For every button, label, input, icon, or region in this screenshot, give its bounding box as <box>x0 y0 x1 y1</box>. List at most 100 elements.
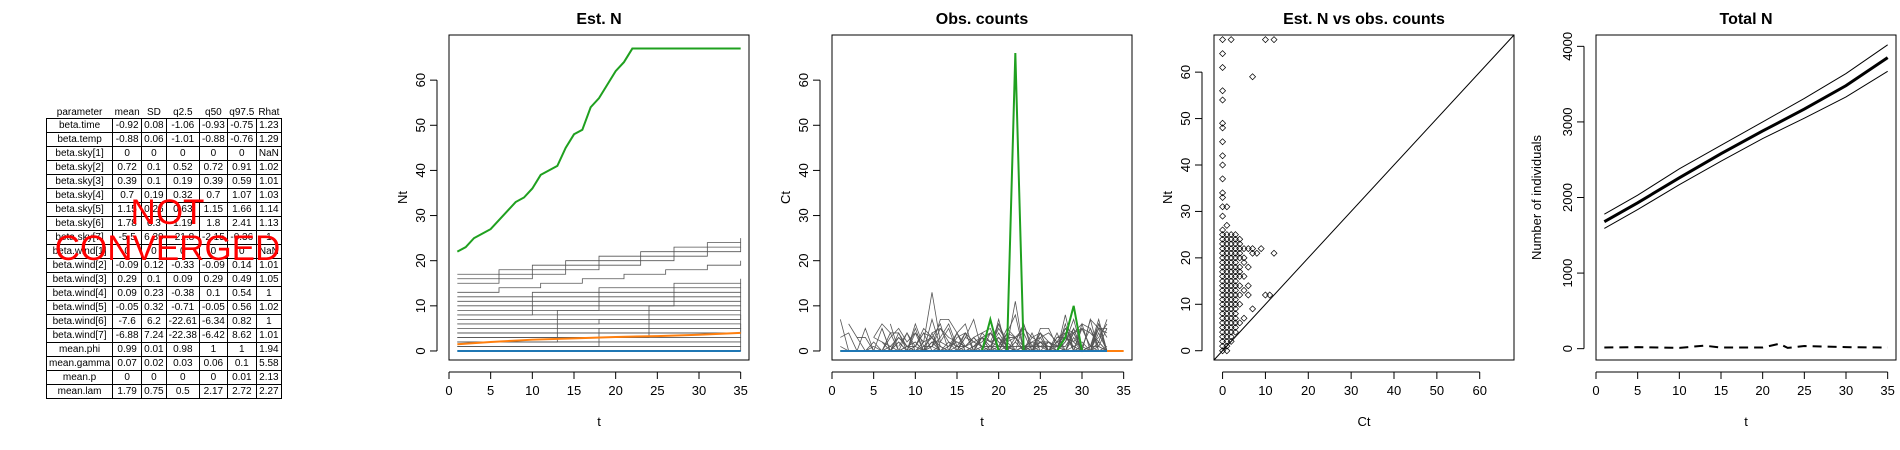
x-tick-label: 0 <box>828 383 835 398</box>
scatter-point <box>1240 286 1248 294</box>
column-header: q50 <box>205 106 222 118</box>
chart-title: Est. N <box>576 11 621 28</box>
x-tick-label: 10 <box>908 383 922 398</box>
x-tick-label: 30 <box>1344 383 1358 398</box>
scatter-point <box>1223 203 1231 211</box>
value-cell: 2.13 <box>255 370 282 385</box>
x-axis-label: Ct <box>1358 414 1371 429</box>
y-tick-label: 40 <box>1178 158 1193 172</box>
y-tick-label: 40 <box>413 163 428 177</box>
table-row: beta.time -0.92 0.08 -1.06 -0.93 -0.75 1.23 <box>45 118 282 133</box>
y-tick-label: 10 <box>413 299 428 313</box>
x-tick-label: 10 <box>1672 383 1686 398</box>
scatter-point <box>1223 221 1231 229</box>
scatter-point <box>1219 226 1227 234</box>
estimate-trajectory-line <box>457 247 742 284</box>
chart-title: Total N <box>1719 11 1772 28</box>
value-cell: 1.01 <box>255 174 282 189</box>
scatter-point <box>1219 50 1227 58</box>
scatter-point <box>1261 291 1269 299</box>
estimate-trajectory-line <box>457 292 742 311</box>
y-axis-label: Ct <box>778 191 793 204</box>
table-row: beta.wind[4] 0.09 0.23 -0.38 0.1 0.54 1 <box>45 286 282 301</box>
scatter-point <box>1219 119 1227 127</box>
column-header: q97.5 <box>229 106 255 118</box>
x-tick-label: 35 <box>733 383 747 398</box>
scatter-point <box>1223 347 1231 355</box>
scatter-point <box>1223 342 1231 350</box>
scatter-point <box>1219 175 1227 183</box>
y-tick-label: 60 <box>1178 65 1193 79</box>
table-row: mean.phi 0.99 0.01 0.98 1 1 1.94 <box>45 342 282 357</box>
x-tick-label: 30 <box>1075 383 1089 398</box>
x-tick-label: 0 <box>1592 383 1599 398</box>
scatter-point <box>1236 235 1244 243</box>
y-tick-label: 2000 <box>1560 183 1575 212</box>
y-tick-label: 30 <box>796 208 811 222</box>
x-tick-label: 20 <box>608 383 622 398</box>
x-tick-label: 5 <box>1634 383 1641 398</box>
scatter-point <box>1227 36 1235 44</box>
scatter-point <box>1249 73 1257 81</box>
y-tick-label: 0 <box>796 347 811 354</box>
series-line <box>456 47 741 253</box>
x-tick-label: 20 <box>991 383 1005 398</box>
estimate-trajectory-line <box>457 260 742 293</box>
scatter-point <box>1261 36 1269 44</box>
y-tick-label: 4000 <box>1560 32 1575 61</box>
column-header: q2.5 <box>173 106 193 118</box>
y-axis-label: Nt <box>395 191 410 204</box>
y-tick-label: 0 <box>1560 345 1575 352</box>
scatter-point <box>1219 87 1227 95</box>
scatter-point <box>1219 203 1227 211</box>
scatter-point <box>1231 286 1239 294</box>
scatter-point <box>1219 96 1227 104</box>
y-tick-label: 1000 <box>1560 259 1575 288</box>
column-header: SD <box>146 106 161 118</box>
value-cell: 2.72 <box>226 384 257 399</box>
series-line <box>457 331 741 346</box>
scatter-point <box>1240 254 1248 262</box>
scatter-point <box>1270 36 1278 44</box>
x-tick-label: 20 <box>1755 383 1769 398</box>
value-cell: 0.5 <box>165 384 200 399</box>
scatter-point <box>1236 300 1244 308</box>
scatter-point <box>1236 291 1244 299</box>
estimate-trajectory-line <box>457 314 742 329</box>
scatter-point <box>1236 282 1244 290</box>
y-tick-label: 20 <box>1178 251 1193 265</box>
scatter-point <box>1240 259 1248 266</box>
column-header: Rhat <box>258 106 280 118</box>
scatter-point <box>1219 138 1227 146</box>
x-tick-label: 5 <box>487 383 494 398</box>
count-trajectory-line <box>931 322 1108 352</box>
table-header-row: parameter mean SD q2.5 q50 q97.5 Rhat <box>47 106 282 119</box>
series-line <box>1603 56 1889 223</box>
table-row: mean.lam 1.79 0.75 0.5 2.17 2.72 2.27 <box>45 384 282 399</box>
scatter-point <box>1231 328 1239 336</box>
scatter-point <box>1231 277 1239 285</box>
table-row: mean.p 0 0 0 0 0.01 2.13 <box>45 370 282 385</box>
x-tick-label: 30 <box>692 383 706 398</box>
x-tick-label: 0 <box>445 383 452 398</box>
scatter-point <box>1240 272 1248 280</box>
scatter-point <box>1236 249 1244 257</box>
y-tick-label: 3000 <box>1560 107 1575 136</box>
scatter-point <box>1236 245 1244 253</box>
scatter-point <box>1227 333 1235 341</box>
value-cell: 2.17 <box>198 384 228 399</box>
y-tick-label: 30 <box>1178 204 1193 218</box>
column-header: parameter <box>56 106 103 118</box>
column-header: mean <box>114 106 140 118</box>
scatter-point <box>1231 310 1239 318</box>
x-tick-label: 35 <box>1116 383 1130 398</box>
value-cell: 0.75 <box>141 384 167 399</box>
scatter-point <box>1266 291 1274 299</box>
scatter-point <box>1227 337 1235 345</box>
x-tick-label: 25 <box>650 383 664 398</box>
x-tick-label: 25 <box>1797 383 1811 398</box>
scatter-point <box>1244 245 1252 253</box>
estimate-trajectory-line <box>457 305 742 320</box>
table-body: beta.time -0.92 0.08 -1.06 -0.93 -0.75 1.23 bet… <box>45 118 282 399</box>
